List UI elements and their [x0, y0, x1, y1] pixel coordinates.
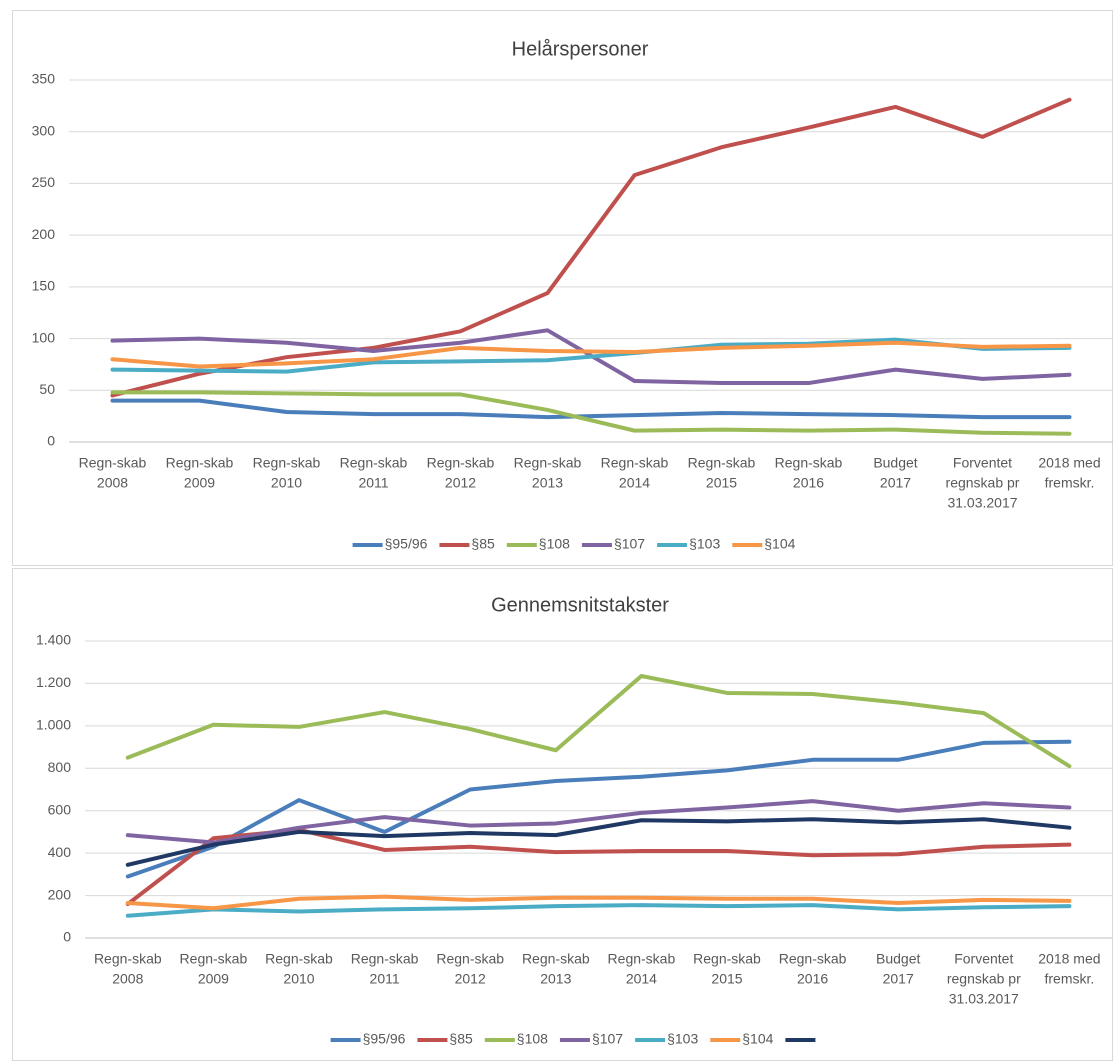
x-tick-label: Regn-skab: [180, 951, 248, 967]
x-tick-label: Regn-skab: [340, 455, 408, 471]
chart-frame: [12, 568, 1113, 1061]
legend-label: §95/96: [363, 1031, 406, 1047]
x-tick-label: Regn-skab: [166, 455, 234, 471]
x-tick-label: 2017: [880, 475, 911, 491]
x-tick-label: Budget: [876, 951, 920, 967]
series-line: [125, 739, 1072, 879]
x-tick-label: 2010: [271, 475, 302, 491]
x-tick-label: 2009: [184, 475, 215, 491]
x-tick-label: Regn-skab: [779, 951, 847, 967]
y-tick-label: 350: [32, 71, 56, 87]
y-tick-label: 250: [32, 174, 56, 190]
x-tick-label: 31.03.2017: [949, 991, 1019, 1007]
x-tick-label: regnskab pr: [947, 971, 1021, 987]
legend-label: §108: [539, 536, 570, 552]
series-line: [110, 340, 1072, 369]
x-tick-label: Regn-skab: [253, 455, 321, 471]
x-tick-label: Regn-skab: [522, 951, 590, 967]
x-tick-label: Regn-skab: [688, 455, 756, 471]
y-tick-label: 0: [47, 433, 55, 449]
y-tick-label: 50: [39, 381, 55, 397]
series-line: [125, 817, 1072, 867]
x-tick-label: 2013: [540, 971, 571, 987]
x-tick-label: Forventet: [953, 455, 1012, 471]
x-tick-label: fremskr.: [1045, 971, 1095, 987]
x-tick-label: fremskr.: [1045, 475, 1095, 491]
x-tick-label: 2013: [532, 475, 563, 491]
series-line: [125, 903, 1072, 918]
x-tick-label: Regn-skab: [693, 951, 761, 967]
y-tick-label: 100: [32, 329, 56, 345]
x-tick-label: 31.03.2017: [947, 495, 1017, 511]
x-tick-label: 2011: [358, 475, 388, 491]
x-tick-label: Regn-skab: [427, 455, 495, 471]
x-tick-label: 2014: [626, 971, 657, 987]
x-tick-label: 2008: [112, 971, 143, 987]
x-tick-label: 2012: [455, 971, 486, 987]
legend-label: §107: [592, 1031, 623, 1047]
y-tick-label: 1.200: [36, 674, 71, 690]
series-line: [125, 674, 1072, 769]
series-line: [110, 97, 1072, 398]
series-line: [125, 827, 1072, 907]
chart-frame: [12, 10, 1113, 566]
legend-label: §107: [614, 536, 645, 552]
x-tick-label: 2015: [706, 475, 737, 491]
legend-label: §85: [449, 1031, 473, 1047]
y-tick-label: 400: [48, 844, 72, 860]
chart-title: Helårspersoner: [512, 38, 649, 60]
chart-title: Gennemsnitstakster: [491, 594, 669, 616]
x-tick-label: Regn-skab: [351, 951, 419, 967]
series-line: [110, 398, 1072, 420]
legend-label: §95/96: [385, 536, 428, 552]
x-tick-label: 2010: [283, 971, 314, 987]
x-tick-label: 2016: [793, 475, 824, 491]
x-tick-label: Regn-skab: [608, 951, 676, 967]
legend-label: §104: [764, 536, 795, 552]
x-tick-label: Regn-skab: [436, 951, 504, 967]
x-tick-label: 2016: [797, 971, 828, 987]
y-tick-label: 600: [48, 801, 72, 817]
x-tick-label: 2018 med: [1038, 455, 1100, 471]
legend-label: §104: [742, 1031, 773, 1047]
x-tick-label: Regn-skab: [514, 455, 582, 471]
y-tick-label: 1.400: [36, 632, 71, 648]
x-tick-label: Budget: [873, 455, 917, 471]
x-tick-label: 2009: [198, 971, 229, 987]
x-tick-label: 2011: [370, 971, 400, 987]
legend-label: §108: [517, 1031, 548, 1047]
y-tick-label: 800: [48, 759, 72, 775]
x-tick-label: regnskab pr: [946, 475, 1020, 491]
y-tick-label: 300: [32, 122, 56, 138]
series-line: [125, 799, 1072, 845]
x-tick-label: Regn-skab: [601, 455, 669, 471]
x-tick-label: Forventet: [954, 951, 1013, 967]
x-tick-label: 2018 med: [1038, 951, 1100, 967]
x-tick-label: 2017: [883, 971, 914, 987]
y-tick-label: 0: [63, 929, 71, 945]
x-tick-label: 2012: [445, 475, 476, 491]
legend-label: §103: [667, 1031, 698, 1047]
series-line: [110, 337, 1072, 374]
x-tick-label: 2015: [711, 971, 742, 987]
series-line: [110, 390, 1072, 436]
x-tick-label: 2014: [619, 475, 650, 491]
x-tick-label: Regn-skab: [94, 951, 162, 967]
x-tick-label: Regn-skab: [79, 455, 147, 471]
legend-label: §103: [689, 536, 720, 552]
y-tick-label: 200: [32, 226, 56, 242]
x-tick-label: Regn-skab: [775, 455, 843, 471]
x-tick-label: 2008: [97, 475, 128, 491]
y-tick-label: 1.000: [36, 717, 71, 733]
series-line: [125, 894, 1072, 911]
x-tick-label: Regn-skab: [265, 951, 333, 967]
y-tick-label: 150: [32, 278, 56, 294]
y-tick-label: 200: [48, 886, 72, 902]
legend-label: §85: [471, 536, 495, 552]
